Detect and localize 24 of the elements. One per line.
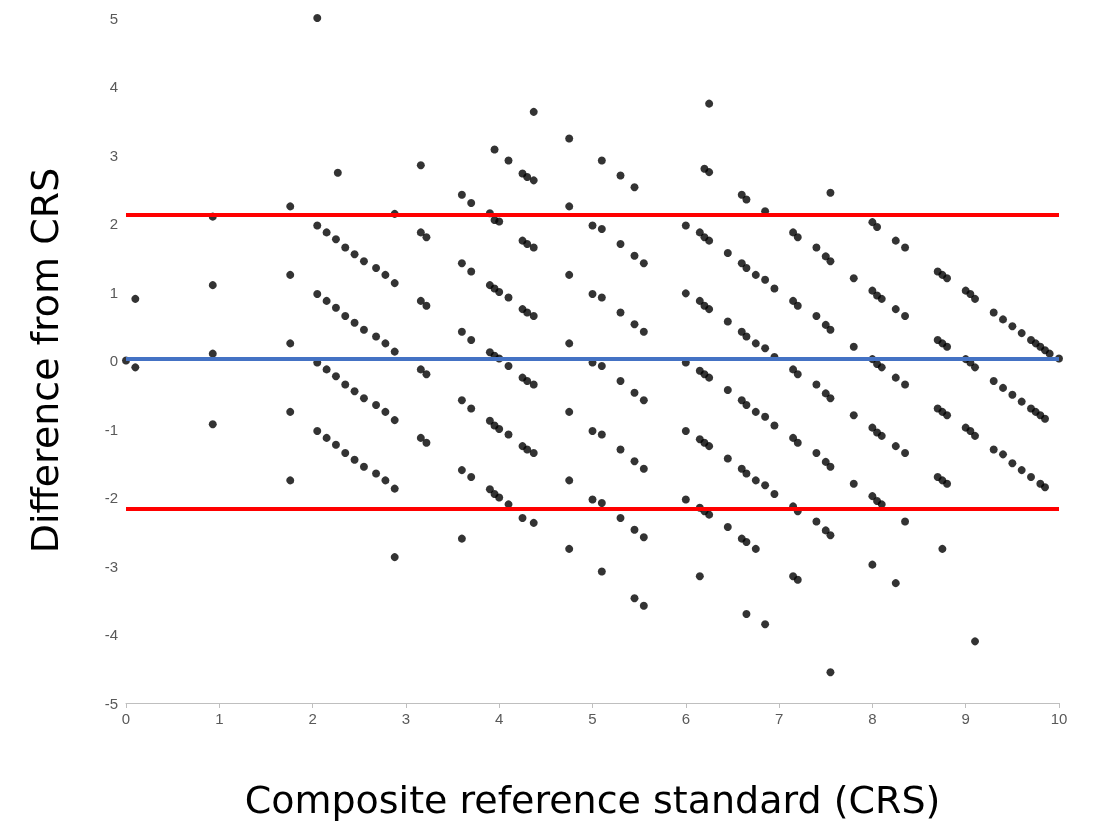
x-tick-label: 6	[681, 710, 690, 727]
x-axis-title: Composite reference standard (CRS)	[244, 778, 941, 822]
x-tick-label: 1	[215, 710, 224, 727]
y-tick-label: 5	[109, 9, 118, 27]
y-tick-label: 1	[109, 283, 118, 301]
x-tick-label: 3	[401, 710, 411, 727]
y-tick-label: -3	[104, 557, 118, 575]
x-tick-label: 2	[308, 710, 317, 727]
y-tick-label: 0	[109, 352, 118, 369]
y-tick-label: -2	[104, 489, 118, 506]
y-tick-label: -1	[104, 420, 118, 438]
y-axis-title: Difference from CRS	[23, 167, 67, 554]
x-tick-label: 10	[1050, 710, 1068, 727]
x-tick-label: 9	[961, 710, 970, 727]
y-tick-label: -5	[104, 694, 118, 712]
y-tick-label: 4	[109, 78, 118, 95]
x-tick-label: 5	[588, 710, 597, 727]
x-tick-label: 0	[121, 710, 131, 727]
y-tick-label: 2	[109, 215, 118, 232]
y-tick-label: 3	[109, 146, 118, 164]
x-tick-label: 7	[774, 710, 784, 727]
x-tick-label: 4	[495, 710, 504, 727]
y-tick-label: -4	[104, 626, 118, 643]
x-tick-label: 8	[868, 710, 877, 727]
